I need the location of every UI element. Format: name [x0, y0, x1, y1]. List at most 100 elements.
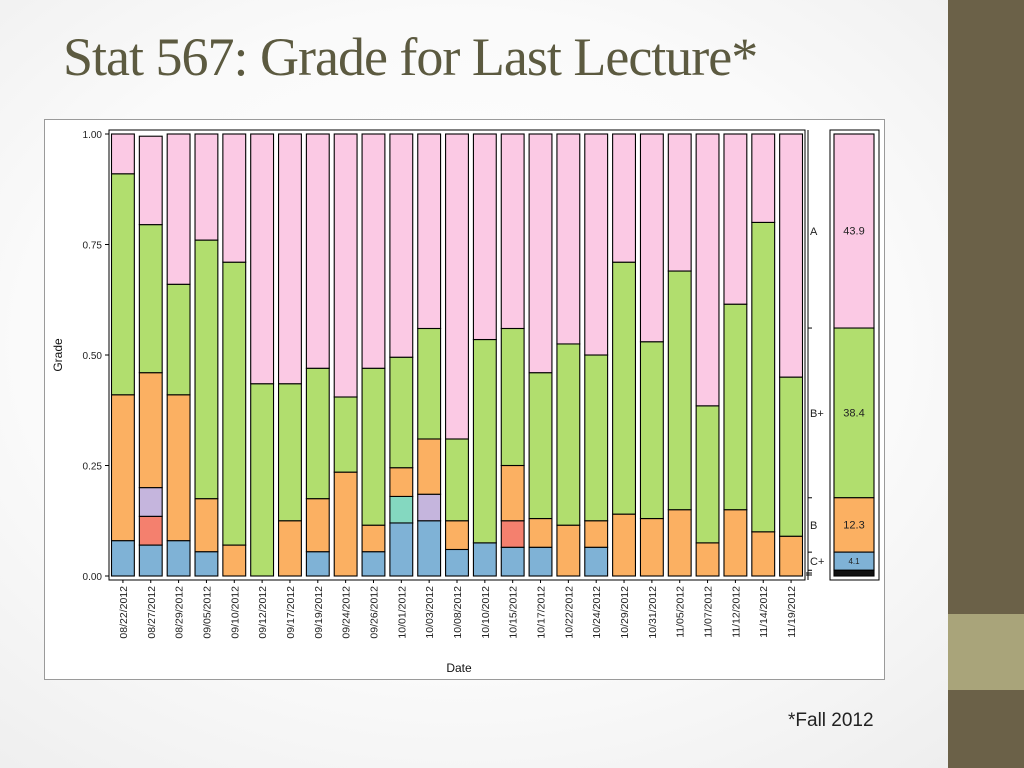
bar-segment: [612, 133, 637, 263]
bar-segment: [194, 498, 219, 553]
bar-segment: [194, 133, 219, 241]
summary-value-label: 4.1: [848, 557, 860, 566]
y-tick-label: 0.25: [83, 462, 103, 473]
bar-segment: [779, 376, 804, 537]
summary-segment: [833, 569, 875, 577]
bar-segment: [612, 513, 637, 577]
bar-segment: [500, 464, 525, 522]
bar-segment: [305, 551, 330, 577]
bar-segment: [110, 540, 135, 577]
bar-segment: [389, 467, 414, 497]
bar-segment: [361, 551, 386, 577]
bar-segment: [250, 383, 275, 577]
bar-segment: [138, 487, 163, 517]
bar-segment: [277, 133, 302, 385]
bar-segment: [417, 327, 442, 440]
bar-segment: [417, 438, 442, 495]
summary-segment: [833, 133, 875, 329]
bar-segment: [500, 546, 525, 577]
bar-segment: [166, 283, 191, 396]
x-tick-label: 10/31/2012: [647, 586, 659, 639]
bar-segment: [110, 394, 135, 542]
x-tick-label: 11/07/2012: [703, 586, 715, 638]
bar-segment: [138, 135, 163, 226]
x-tick-label: 08/27/2012: [146, 586, 158, 639]
bar-segment: [472, 542, 497, 577]
bar-segment: [500, 327, 525, 467]
bar-segment: [639, 133, 664, 343]
x-axis-label: Date: [446, 661, 472, 675]
bar-segment: [584, 546, 609, 577]
y-tick-label: 0.75: [83, 241, 103, 252]
bar-segment: [194, 239, 219, 500]
bar-segment: [445, 548, 469, 577]
x-tick-label: 10/01/2012: [396, 586, 408, 639]
bar-segment: [584, 520, 609, 548]
x-tick-label: 09/10/2012: [229, 586, 241, 639]
bar-segment: [166, 394, 191, 542]
x-tick-label: 11/14/2012: [758, 586, 770, 638]
grade-label: B: [810, 520, 817, 532]
bar-segment: [222, 261, 247, 546]
bar-segment: [612, 261, 637, 515]
accent-bar-light: [948, 614, 1024, 690]
bar-segment: [361, 367, 386, 526]
x-tick-label: 11/19/2012: [786, 586, 798, 638]
x-tick-label: 09/12/2012: [257, 586, 269, 639]
bar-segment: [472, 338, 497, 544]
bar-segment: [389, 133, 414, 358]
x-tick-label: 10/29/2012: [619, 586, 631, 639]
bar-segment: [389, 522, 414, 577]
bar-segment: [138, 224, 163, 374]
bar-segment: [667, 509, 692, 577]
summary-segment: [833, 327, 875, 499]
bar-segment: [723, 133, 748, 305]
bar-segment: [333, 396, 358, 473]
x-tick-label: 10/22/2012: [563, 586, 575, 639]
bar-segment: [166, 540, 191, 577]
bar-segment: [417, 493, 442, 522]
bar-segment: [556, 524, 581, 577]
bar-segment: [138, 372, 163, 489]
bar-segment: [751, 221, 776, 533]
x-tick-label: 10/24/2012: [591, 586, 603, 639]
bar-segment: [361, 133, 386, 369]
summary-value-label: 43.9: [843, 226, 864, 238]
bar-segment: [110, 133, 135, 175]
grade-label: B+: [810, 408, 824, 420]
x-tick-label: 09/26/2012: [368, 586, 380, 639]
bar-segment: [779, 133, 804, 378]
y-tick-label: 0.50: [83, 351, 103, 362]
bar-segment: [194, 551, 219, 577]
bar-segment: [639, 517, 664, 577]
grade-label: A: [810, 226, 818, 238]
bar-segment: [723, 509, 748, 577]
bar-segment: [110, 173, 135, 396]
bar-segment: [779, 535, 804, 577]
x-tick-label: 08/22/2012: [118, 586, 130, 639]
summary-value-label: 12.3: [843, 520, 864, 532]
slide-title: Stat 567: Grade for Last Lecture*: [63, 27, 758, 87]
bar-segment: [166, 133, 191, 285]
bar-segment: [389, 356, 414, 469]
bar-segment: [695, 542, 720, 577]
footnote: *Fall 2012: [788, 710, 874, 731]
y-tick-label: 0.00: [83, 572, 103, 583]
x-tick-label: 10/15/2012: [508, 586, 520, 639]
bar-segment: [751, 133, 776, 223]
bar-segment: [528, 517, 553, 548]
bar-segment: [222, 133, 247, 263]
bar-segment: [695, 133, 720, 407]
bar-segment: [723, 303, 748, 511]
x-tick-label: 11/12/2012: [730, 586, 742, 638]
summary-value-label: 38.4: [843, 408, 864, 420]
bar-segment: [667, 270, 692, 511]
bar-segment: [500, 520, 525, 548]
x-tick-label: 09/24/2012: [341, 586, 353, 639]
x-tick-label: 09/19/2012: [313, 586, 325, 639]
bar-segment: [138, 515, 163, 546]
y-axis-label: Grade: [51, 338, 65, 372]
x-tick-label: 10/17/2012: [536, 586, 548, 639]
x-tick-label: 10/03/2012: [424, 586, 436, 639]
bar-segment: [667, 133, 692, 272]
